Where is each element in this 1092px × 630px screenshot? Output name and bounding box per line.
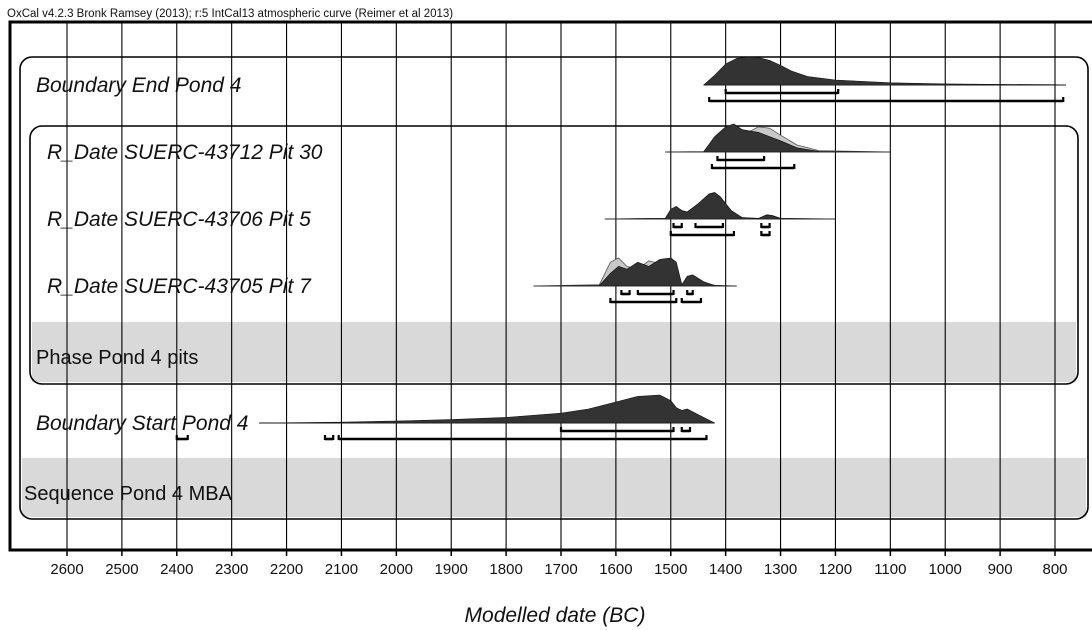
x-tick-label: 2400 [160,561,193,578]
x-tick-label: 1500 [654,561,687,578]
sequence-box [19,56,1089,520]
series-label: R_Date SUERC-43705 Pit 7 [47,275,312,298]
x-tick-label: 1400 [709,561,742,578]
posterior-distribution [702,56,1067,86]
sequence-band [22,458,1086,517]
x-tick-label: 1700 [544,561,577,578]
x-tick-label: 800 [1042,561,1067,578]
series-label: Boundary End Pond 4 [36,74,242,97]
x-tick-label: 2600 [50,561,83,578]
phase-box [29,125,1079,385]
series-label: Boundary Start Pond 4 [36,412,248,435]
x-tick-label: 1200 [819,561,852,578]
sequence-label: Sequence Pond 4 MBA [24,483,233,505]
x-tick-label: 1600 [599,561,632,578]
x-tick-label: 1100 [874,561,906,578]
x-axis-label: Modelled date (BC) [465,604,646,627]
posterior-distribution [665,123,891,153]
phase-band [32,322,1076,382]
series-label: R_Date SUERC-43712 Pit 30 [47,141,323,164]
x-tick-label: 2100 [325,561,358,578]
x-tick-label: 2000 [380,561,413,578]
posterior-distribution [604,192,836,220]
x-tick-label: 1900 [435,561,468,578]
x-tick-label: 1000 [929,561,962,578]
x-tick-label: 2200 [270,561,303,578]
plot-frame [8,20,1092,552]
phase-label: Phase Pond 4 pits [36,347,198,369]
x-tick-label: 2500 [105,561,138,578]
chart-header: OxCal v4.2.3 Bronk Ramsey (2013); r:5 In… [7,8,453,20]
x-tick-label: 1800 [489,561,522,578]
x-tick-label: 900 [988,561,1013,578]
series-label: R_Date SUERC-43706 Pit 5 [47,208,311,231]
x-tick-label: 1300 [764,561,797,578]
x-tick-label: 2300 [215,561,248,578]
posterior-distribution [259,394,715,424]
posterior-distribution [533,257,737,287]
